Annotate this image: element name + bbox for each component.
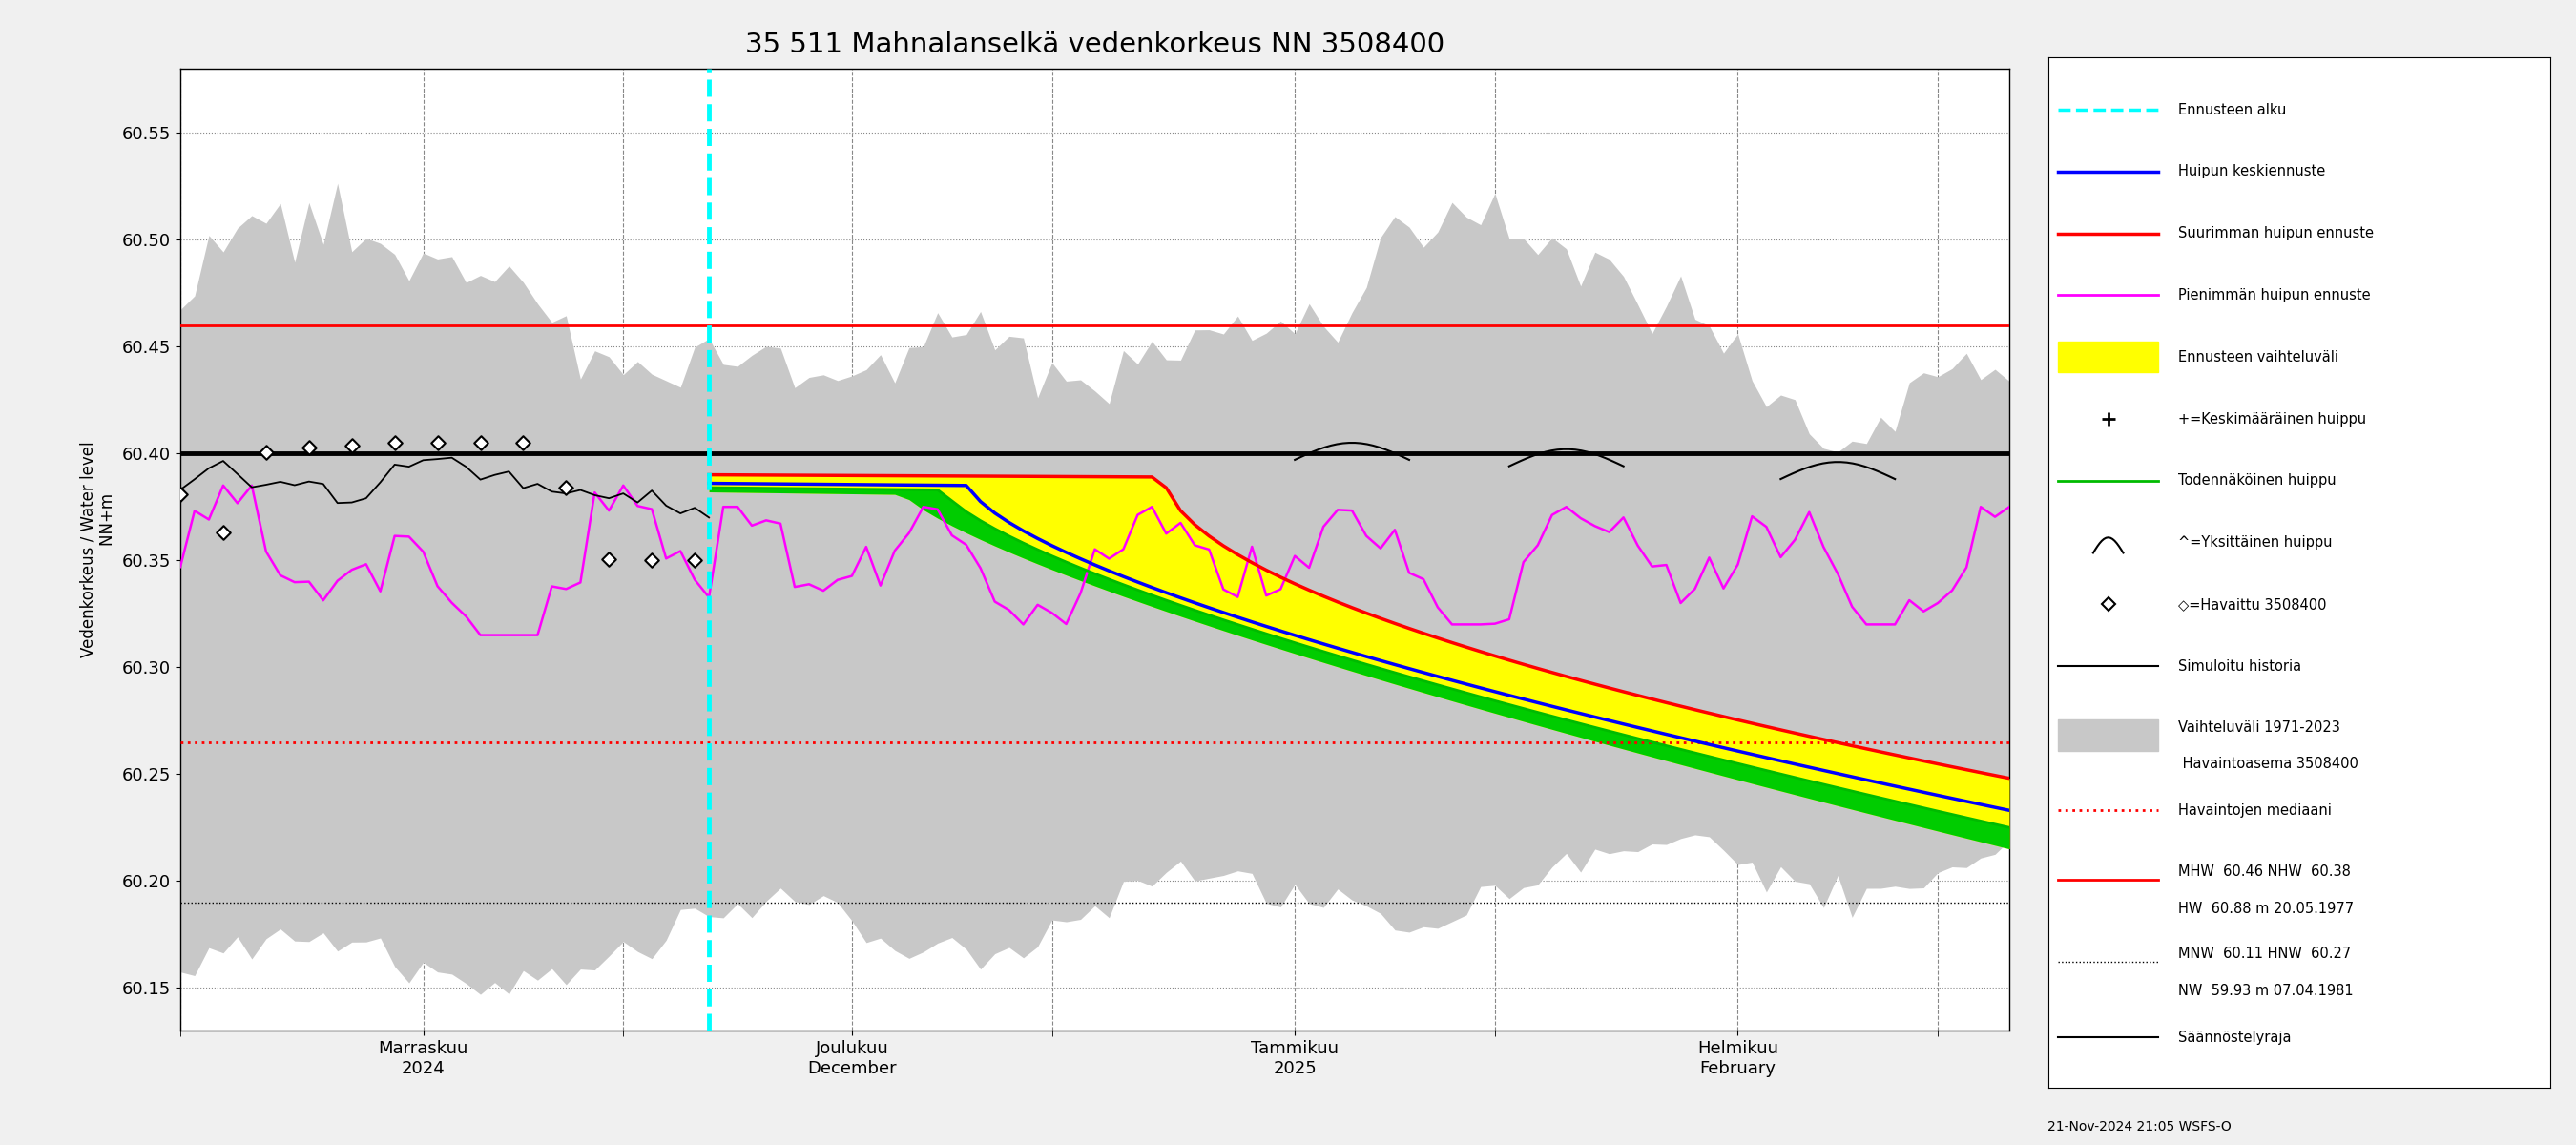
Text: Suurimman huipun ennuste: Suurimman huipun ennuste bbox=[2179, 227, 2375, 240]
Point bbox=[587, 551, 629, 569]
Text: Säännöstelyraja: Säännöstelyraja bbox=[2179, 1030, 2293, 1044]
Text: ◇=Havaittu 3508400: ◇=Havaittu 3508400 bbox=[2179, 598, 2326, 611]
Text: Havaintoasema 3508400: Havaintoasema 3508400 bbox=[2179, 757, 2360, 772]
Title: 35 511 Mahnalanselkä vedenkorkeus NN 3508400: 35 511 Mahnalanselkä vedenkorkeus NN 350… bbox=[744, 32, 1445, 58]
Point bbox=[204, 523, 245, 542]
Point bbox=[245, 443, 286, 461]
Text: Havaintojen mediaani: Havaintojen mediaani bbox=[2179, 804, 2331, 818]
Text: Ennusteen alku: Ennusteen alku bbox=[2179, 103, 2287, 117]
Text: MNW  60.11 HNW  60.27: MNW 60.11 HNW 60.27 bbox=[2179, 947, 2352, 961]
Text: NW  59.93 m 07.04.1981: NW 59.93 m 07.04.1981 bbox=[2179, 984, 2354, 998]
FancyBboxPatch shape bbox=[2058, 341, 2159, 372]
Point bbox=[332, 436, 374, 455]
Text: ^=Yksittäinen huippu: ^=Yksittäinen huippu bbox=[2179, 536, 2334, 550]
Point bbox=[160, 484, 201, 503]
Point bbox=[417, 434, 459, 452]
Text: +=Keskimääräinen huippu: +=Keskimääräinen huippu bbox=[2179, 412, 2367, 426]
Text: Vaihteluväli 1971-2023: Vaihteluväli 1971-2023 bbox=[2179, 720, 2342, 734]
Point bbox=[675, 551, 716, 569]
FancyBboxPatch shape bbox=[2058, 720, 2159, 751]
Point bbox=[546, 479, 587, 497]
Point bbox=[502, 434, 544, 452]
Text: MHW  60.46 NHW  60.38: MHW 60.46 NHW 60.38 bbox=[2179, 864, 2352, 878]
Text: Pienimmän huipun ennuste: Pienimmän huipun ennuste bbox=[2179, 289, 2370, 302]
Point bbox=[459, 434, 500, 452]
Text: Huipun keskiennuste: Huipun keskiennuste bbox=[2179, 165, 2326, 179]
Point bbox=[631, 551, 672, 569]
Text: HW  60.88 m 20.05.1977: HW 60.88 m 20.05.1977 bbox=[2179, 901, 2354, 916]
Point bbox=[374, 434, 415, 452]
Text: 21-Nov-2024 21:05 WSFS-O: 21-Nov-2024 21:05 WSFS-O bbox=[2048, 1120, 2231, 1134]
Point bbox=[289, 439, 330, 457]
Text: Simuloitu historia: Simuloitu historia bbox=[2179, 660, 2303, 673]
Text: Ennusteen vaihteluväli: Ennusteen vaihteluväli bbox=[2179, 350, 2339, 364]
Y-axis label: Vedenkorkeus / Water level
            NN+m: Vedenkorkeus / Water level NN+m bbox=[80, 442, 116, 657]
Text: Todennäköinen huippu: Todennäköinen huippu bbox=[2179, 474, 2336, 488]
